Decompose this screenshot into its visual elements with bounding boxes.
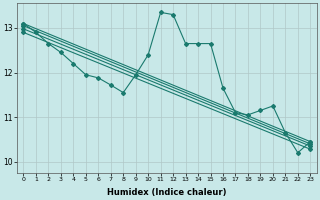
X-axis label: Humidex (Indice chaleur): Humidex (Indice chaleur) — [107, 188, 227, 197]
